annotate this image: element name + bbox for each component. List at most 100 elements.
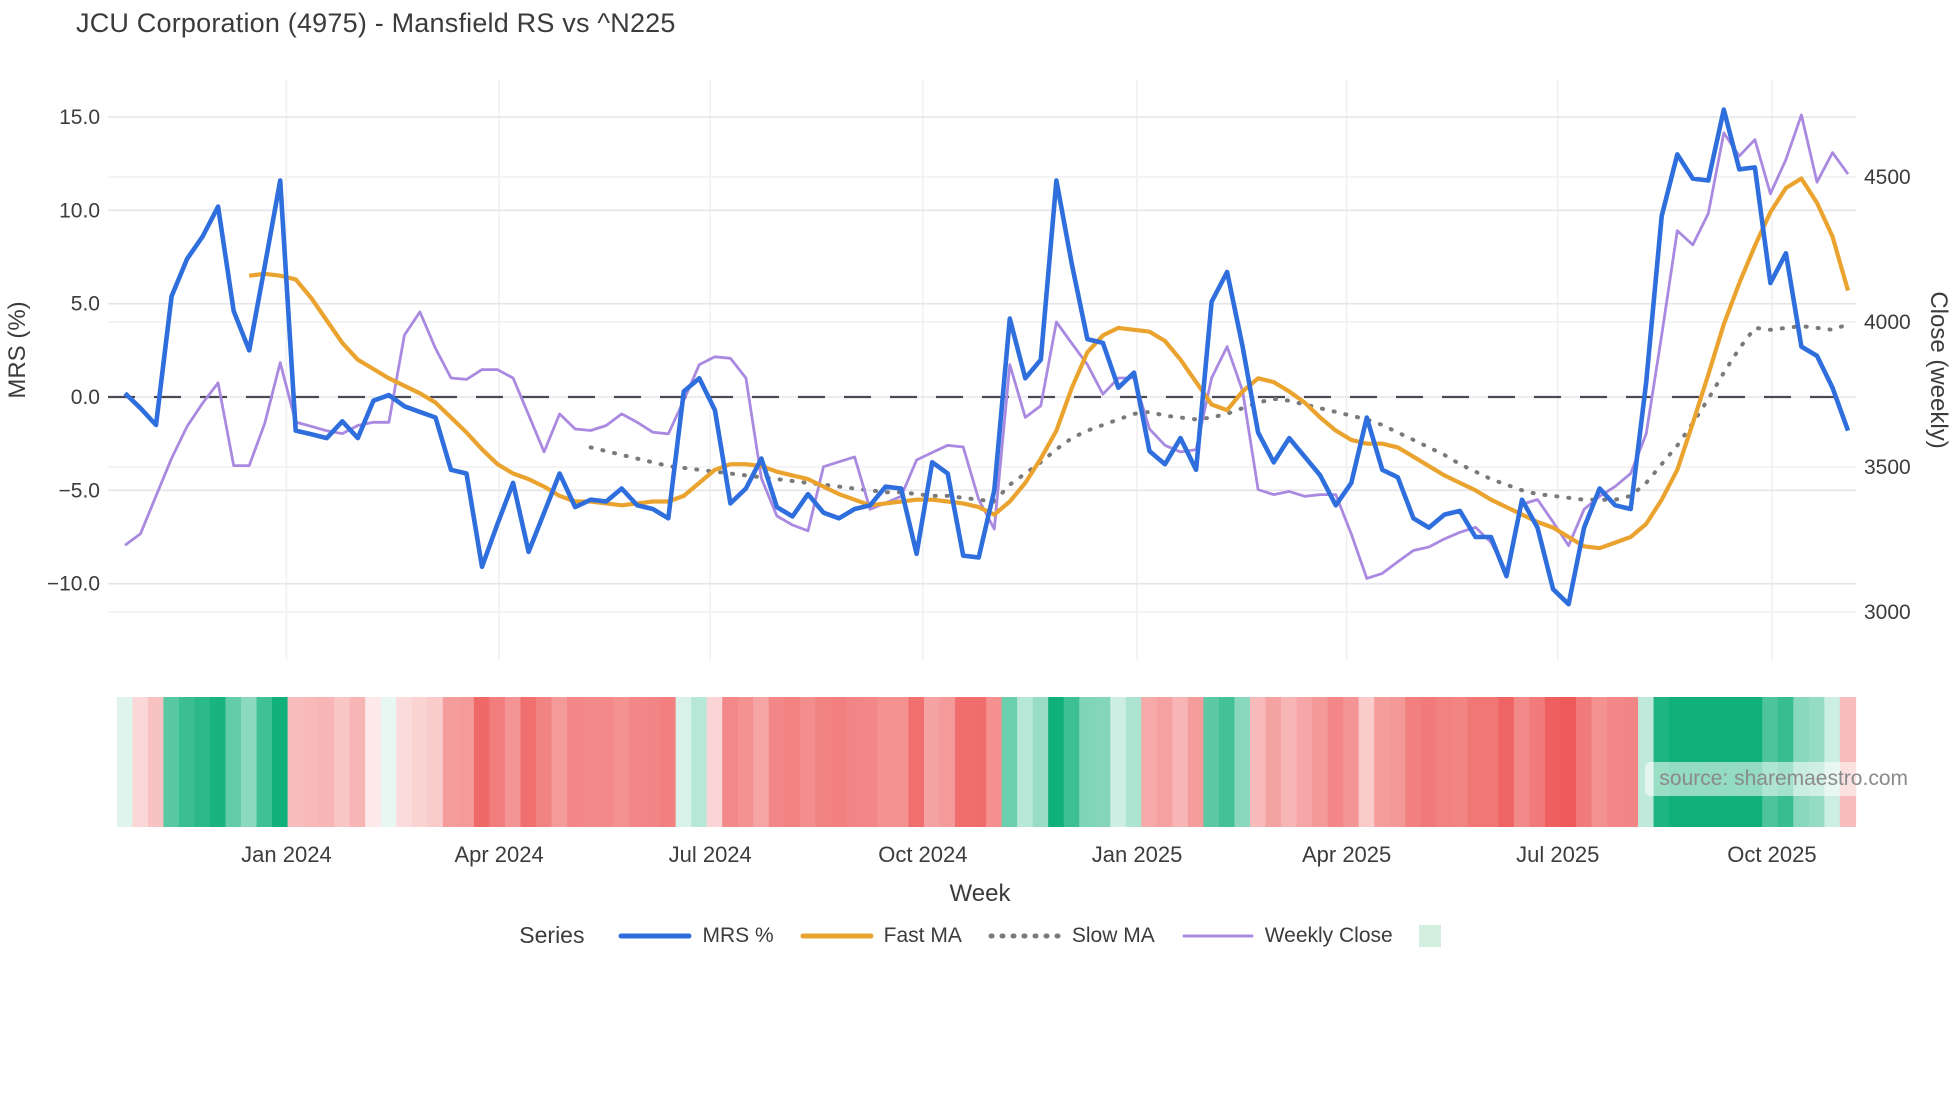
heatmap-cell xyxy=(241,697,258,827)
heatmap-cell xyxy=(815,697,832,827)
heatmap-cell xyxy=(1482,697,1500,827)
heatmap-cell xyxy=(877,697,894,827)
legend-item: Weekly Close xyxy=(1181,924,1393,948)
heatmap-cell xyxy=(1312,697,1329,827)
heatmap-cell xyxy=(1281,697,1298,827)
heatmap-cell xyxy=(722,697,739,827)
heatmap-cell xyxy=(644,697,661,827)
heatmap-cell xyxy=(1048,697,1065,827)
heatmap-cell xyxy=(1513,697,1531,827)
heatmap-cell xyxy=(660,697,677,827)
x-tick-label: Apr 2025 xyxy=(1302,842,1391,867)
heatmap-cell xyxy=(349,697,366,827)
x-tick-label: Oct 2025 xyxy=(1727,842,1816,867)
heatmap-cell xyxy=(1032,697,1049,827)
heatmap-cell xyxy=(132,697,149,827)
heatmap-cell xyxy=(473,697,491,827)
legend-item-label: MRS % xyxy=(702,923,774,947)
heatmap-cell xyxy=(163,697,180,827)
legend-item-label: Fast MA xyxy=(883,923,962,947)
heatmap-cell xyxy=(1544,697,1562,827)
heatmap-cell xyxy=(1063,697,1081,827)
source-note: source: sharemaestro.com xyxy=(1645,762,1922,796)
heatmap-cell xyxy=(520,697,537,827)
heatmap-cell xyxy=(830,697,848,827)
heatmap-cell xyxy=(1405,697,1422,827)
y-tick-label-right: 3500 xyxy=(1864,456,1911,479)
heatmap-legend-patch xyxy=(1418,924,1441,947)
x-tick-label: Jul 2025 xyxy=(1516,842,1599,867)
x-tick-label: Apr 2024 xyxy=(454,842,543,867)
heatmap-cell xyxy=(334,697,351,827)
x-tick-label: Jan 2025 xyxy=(1092,842,1183,867)
heatmap-cell xyxy=(1327,697,1344,827)
heatmap-cell xyxy=(691,697,708,827)
y-tick-label-left: 15.0 xyxy=(59,106,100,129)
heatmap-cell xyxy=(1203,697,1220,827)
heatmap-cell xyxy=(598,697,615,827)
heatmap-cell xyxy=(178,697,196,827)
heatmap-cell xyxy=(380,697,398,827)
heatmap-cell xyxy=(908,697,925,827)
heatmap-cell xyxy=(489,697,506,827)
heatmap-cell xyxy=(1343,697,1360,827)
y-tick-label-left: 0.0 xyxy=(71,386,100,409)
heatmap-cell xyxy=(458,697,475,827)
heatmap-cell xyxy=(1172,697,1189,827)
heatmap-cell xyxy=(194,697,211,827)
slow-ma-line xyxy=(588,322,1850,504)
heatmap-cell xyxy=(1079,697,1096,827)
heatmap-cell xyxy=(365,697,382,827)
heatmap-cell xyxy=(1234,697,1251,827)
heatmap-cell xyxy=(442,697,460,827)
x-tick-label: Jul 2024 xyxy=(669,842,752,867)
y-tick-label-right: 3000 xyxy=(1864,601,1911,624)
legend-item: MRS % xyxy=(618,923,774,948)
heatmap-cell xyxy=(318,697,335,827)
heatmap-cell xyxy=(1529,697,1546,827)
heatmap-cell xyxy=(1498,697,1515,827)
heatmap-cell xyxy=(427,697,444,827)
legend-swatch xyxy=(1182,934,1254,937)
legend-item-label: Slow MA xyxy=(1071,923,1155,947)
heatmap-cell xyxy=(116,697,134,827)
y-tick-label-right: 4500 xyxy=(1864,166,1911,189)
heatmap-cell xyxy=(939,697,956,827)
heatmap-cell xyxy=(566,697,584,827)
heatmap-cell xyxy=(768,697,786,827)
heatmap-cell xyxy=(1358,697,1375,827)
heatmap-cell xyxy=(986,697,1003,827)
heatmap-cell xyxy=(955,697,972,827)
heatmap-cell xyxy=(1141,697,1158,827)
legend: Series MRS % Fast MA Slow MA Weekly Close xyxy=(0,922,1960,949)
heatmap-cell xyxy=(1575,697,1593,827)
heatmap-cell xyxy=(411,697,429,827)
page-title: JCU Corporation (4975) - Mansfield RS vs… xyxy=(76,8,676,38)
heatmap-cell xyxy=(272,697,289,827)
heatmap-cell xyxy=(1156,697,1174,827)
heatmap-cell xyxy=(1187,697,1205,827)
heatmap-cell xyxy=(1374,697,1391,827)
heatmap-cell xyxy=(147,697,165,827)
heatmap-cell xyxy=(1017,697,1034,827)
heatmap-cell xyxy=(1451,697,1469,827)
heatmap-cell xyxy=(1094,697,1112,827)
heatmap-cell xyxy=(551,697,568,827)
y-tick-label-left: −5.0 xyxy=(59,479,100,502)
heatmap-cell xyxy=(1218,697,1236,827)
heatmap-cell xyxy=(924,697,941,827)
y-tick-label-right: 4000 xyxy=(1864,311,1911,334)
heatmap-cell xyxy=(1436,697,1453,827)
heatmap-cell xyxy=(861,697,879,827)
heatmap-cell xyxy=(799,697,817,827)
heatmap-cell xyxy=(396,697,413,827)
heatmap-cell xyxy=(675,697,692,827)
heatmap-cell xyxy=(1560,697,1577,827)
y-tick-label-left: 10.0 xyxy=(59,199,100,222)
heatmap-cell xyxy=(1125,697,1143,827)
heatmap-cell xyxy=(209,697,227,827)
heatmap-cell xyxy=(535,697,553,827)
heatmap-cell xyxy=(753,697,770,827)
legend-item: Slow MA xyxy=(988,924,1155,948)
heatmap-cell xyxy=(1265,697,1282,827)
